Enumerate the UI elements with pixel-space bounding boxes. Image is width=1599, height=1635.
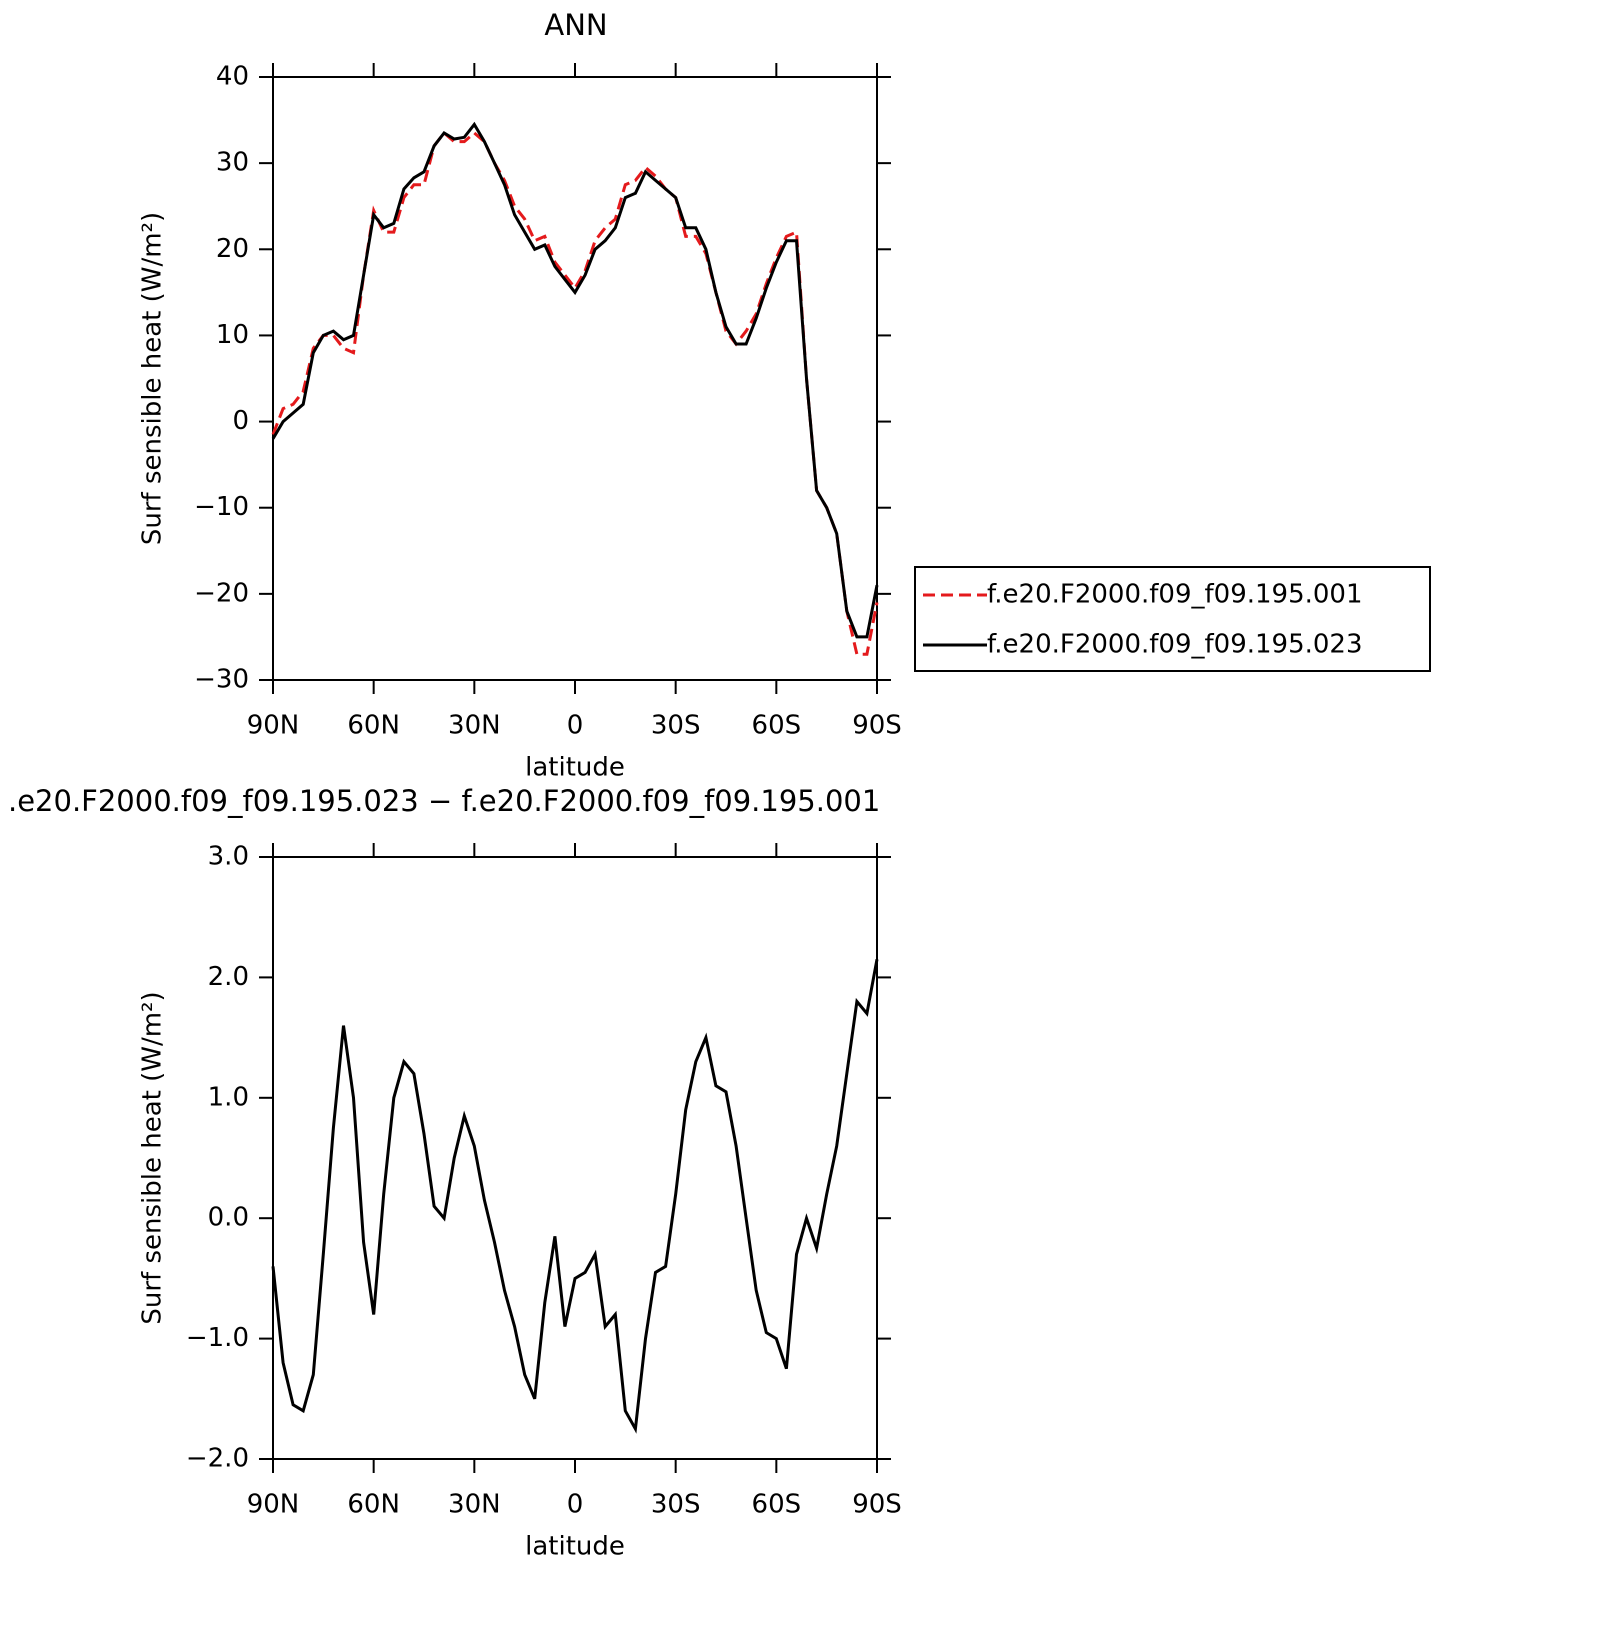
y-tick-label: 1.0 xyxy=(208,1082,249,1112)
data-line xyxy=(271,130,879,656)
x-tick-label: 60N xyxy=(347,1490,400,1520)
x-tick-label: 0 xyxy=(567,1490,584,1520)
legend-box xyxy=(914,566,1431,672)
x-tick-label: 90S xyxy=(852,1490,902,1520)
plot-frame xyxy=(272,76,878,681)
legend-label: f.e20.F2000.f09_f09.195.023 xyxy=(987,630,1363,660)
y-tick-label: −1.0 xyxy=(186,1323,249,1353)
y-tick-label: 30 xyxy=(216,148,249,178)
x-tick-label: 30N xyxy=(448,1490,501,1520)
chart-title: ANN xyxy=(544,8,607,42)
x-tick-label: 90N xyxy=(247,711,300,741)
y-axis-label: Surf sensible heat (W/m²) xyxy=(138,991,168,1324)
y-tick-label: 10 xyxy=(216,320,249,350)
data-line xyxy=(271,121,879,639)
y-tick-label: 20 xyxy=(216,234,249,264)
x-tick-label: 60S xyxy=(752,711,802,741)
x-tick-label: 0 xyxy=(567,711,584,741)
x-tick-label: 30S xyxy=(651,1490,701,1520)
y-tick-label: −20 xyxy=(194,578,249,608)
y-tick-label: 0.0 xyxy=(208,1203,249,1233)
legend-label: f.e20.F2000.f09_f09.195.001 xyxy=(987,580,1363,610)
x-tick-label: 60S xyxy=(752,1490,802,1520)
y-tick-label: −2.0 xyxy=(186,1444,249,1474)
chart-title: .e20.F2000.f09_f09.195.023 − f.e20.F2000… xyxy=(8,784,880,818)
y-axis-label: Surf sensible heat (W/m²) xyxy=(138,212,168,545)
y-tick-label: −30 xyxy=(194,665,249,695)
x-tick-label: 90N xyxy=(247,1490,300,1520)
y-tick-label: 3.0 xyxy=(208,842,249,872)
x-tick-label: 90S xyxy=(852,711,902,741)
x-axis-label: latitude xyxy=(525,1532,625,1562)
y-tick-label: 40 xyxy=(216,62,249,92)
y-tick-label: 0 xyxy=(232,406,249,436)
x-tick-label: 30N xyxy=(448,711,501,741)
x-tick-label: 60N xyxy=(347,711,400,741)
y-tick-label: −10 xyxy=(194,492,249,522)
data-line xyxy=(271,959,879,1434)
y-tick-label: 2.0 xyxy=(208,962,249,992)
x-axis-label: latitude xyxy=(525,753,625,783)
x-tick-label: 30S xyxy=(651,711,701,741)
